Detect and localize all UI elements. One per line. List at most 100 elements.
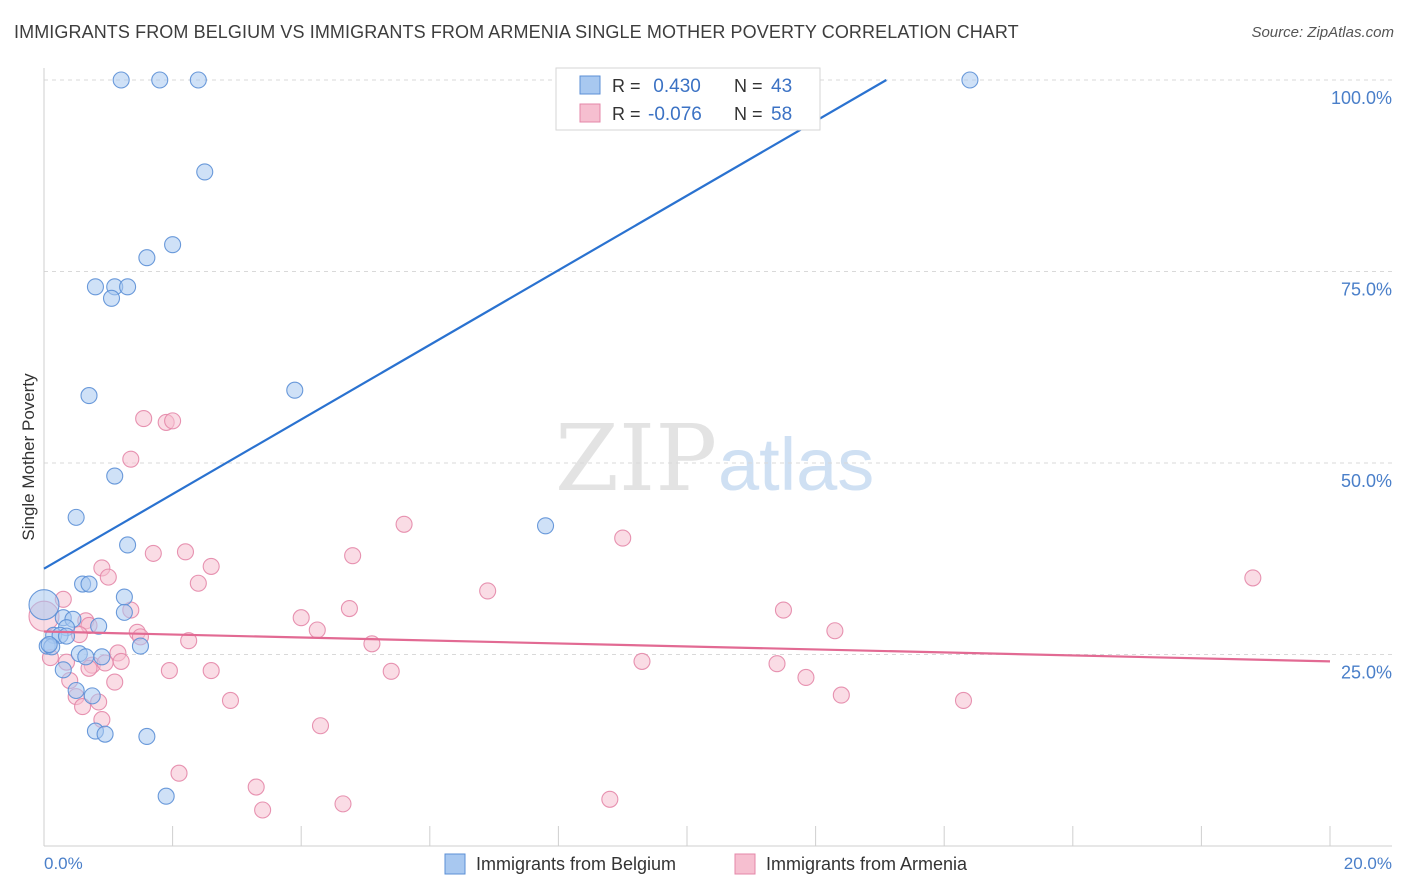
armenia-point: [74, 698, 92, 716]
stats-swatch-belgium: [579, 75, 601, 95]
belgium-point: [96, 725, 114, 743]
y-tick-label: 75.0%: [1341, 280, 1392, 300]
armenia-point: [340, 599, 358, 618]
belgium-point: [157, 787, 175, 805]
armenia-point: [135, 410, 153, 428]
belgium-point: [536, 517, 555, 535]
armenia-point: [170, 764, 188, 782]
armenia-point: [122, 450, 140, 468]
belgium-point: [131, 637, 149, 655]
belgium-point: [119, 278, 137, 296]
armenia-point: [633, 652, 651, 670]
armenia-point: [99, 568, 117, 586]
stats-n-label-armenia: N =: [734, 104, 763, 124]
belgium-point: [83, 687, 101, 705]
belgium-point: [119, 536, 137, 554]
legend-swatch-belgium: [444, 853, 466, 875]
y-tick-label: 100.0%: [1331, 88, 1392, 108]
belgium-point: [961, 71, 979, 89]
armenia-point: [202, 557, 220, 575]
belgium-point: [189, 71, 207, 89]
stats-legend: R = 0.430 N = 43 R = -0.076 N = 58: [555, 67, 821, 131]
armenia-point: [144, 544, 162, 562]
armenia-point: [334, 795, 352, 813]
y-tick-label: 25.0%: [1341, 663, 1392, 683]
source-label: Source: ZipAtlas.com: [1251, 24, 1394, 41]
belgium-point: [151, 71, 169, 89]
armenia-point: [774, 601, 793, 619]
y-tick-label: 50.0%: [1341, 471, 1392, 491]
belgium-point: [67, 681, 85, 700]
belgium-point: [80, 575, 98, 593]
armenia-point: [180, 632, 198, 650]
y-axis-title: Single Mother Poverty: [19, 373, 38, 541]
armenia-point: [308, 621, 326, 639]
armenia-point: [254, 801, 272, 819]
armenia-point: [826, 622, 844, 640]
armenia-point: [311, 717, 330, 735]
axes: 25.0% 50.0% 75.0% 100.0%: [43, 68, 1392, 847]
belgium-trend-line: [43, 79, 887, 570]
belgium-point: [90, 617, 108, 635]
armenia-point: [160, 662, 178, 680]
gridlines: [44, 79, 1392, 655]
belgium-point: [138, 727, 156, 746]
watermark-atlas: atlas: [718, 423, 874, 506]
armenia-point: [292, 609, 310, 627]
armenia-point: [954, 691, 973, 710]
belgium-point: [112, 71, 130, 89]
belgium-point: [196, 163, 214, 181]
armenia-point: [797, 668, 815, 687]
armenia-point: [106, 673, 124, 691]
stats-r-label-armenia: R =: [612, 104, 641, 124]
legend-label-belgium: Immigrants from Belgium: [476, 854, 676, 874]
belgium-point: [115, 603, 133, 621]
armenia-point: [202, 662, 220, 680]
x-tick-label-max: 20.0%: [1344, 854, 1392, 873]
armenia-point: [112, 652, 130, 670]
armenia-point: [189, 574, 207, 592]
armenia-point: [221, 691, 240, 710]
belgium-point: [106, 467, 124, 485]
belgium-point: [40, 635, 58, 654]
watermark-zip: ZIP: [555, 405, 717, 512]
belgium-point: [57, 627, 76, 645]
stats-n-label-belgium: N =: [734, 76, 763, 96]
armenia-point: [176, 543, 195, 561]
armenia-point: [768, 655, 786, 673]
trend-lines: [43, 79, 1331, 663]
belgium-point: [286, 381, 304, 399]
armenia-trend-line: [43, 630, 1331, 663]
belgium-point: [54, 661, 72, 679]
x-tick-label-min: 0.0%: [44, 854, 83, 873]
legend-label-armenia: Immigrants from Armenia: [766, 854, 968, 874]
belgium-point: [77, 648, 95, 666]
armenia-point: [344, 547, 362, 565]
armenia-point: [479, 582, 497, 600]
legend-swatch-armenia: [734, 853, 756, 875]
belgium-point: [28, 589, 60, 621]
stats-n-value-belgium: 43: [771, 76, 792, 97]
belgium-point: [164, 236, 182, 254]
stats-r-value-armenia: -0.076: [648, 104, 702, 125]
belgium-point: [115, 588, 133, 606]
belgium-point: [102, 289, 121, 307]
armenia-point: [164, 412, 182, 430]
stats-n-value-armenia: 58: [771, 104, 792, 125]
armenia-point: [382, 662, 400, 680]
armenia-point: [1244, 569, 1262, 587]
armenia-point: [601, 790, 619, 808]
armenia-point: [832, 686, 850, 704]
belgium-point: [138, 249, 156, 267]
belgium-point: [67, 508, 85, 526]
belgium-point: [80, 387, 98, 405]
series-legend: Immigrants from Belgium Immigrants from …: [444, 853, 968, 875]
chart-title: IMMIGRANTS FROM BELGIUM VS IMMIGRANTS FR…: [14, 22, 1019, 42]
belgium-point: [93, 648, 111, 666]
stats-swatch-armenia: [579, 103, 601, 123]
belgium-point: [86, 278, 104, 296]
stats-r-value-belgium: 0.430: [648, 76, 701, 97]
stats-r-label-belgium: R =: [612, 76, 641, 96]
armenia-point: [247, 778, 265, 796]
